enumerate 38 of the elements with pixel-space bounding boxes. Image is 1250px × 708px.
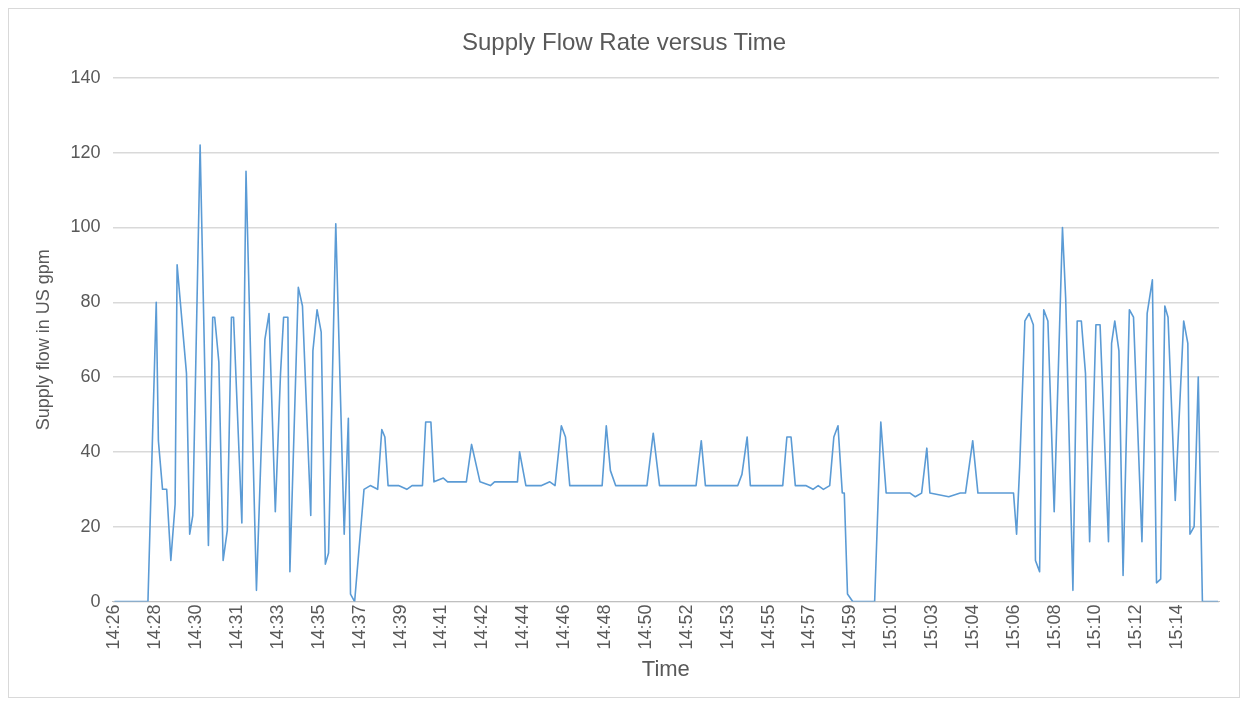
x-tick-label: 14:26	[103, 604, 124, 650]
y-tick-label: 80	[80, 291, 101, 312]
x-tick-label: 14:50	[634, 604, 655, 650]
x-tick-label: 15:04	[961, 604, 982, 650]
x-tick-label: 15:12	[1125, 604, 1146, 650]
x-tick-label: 14:28	[144, 604, 165, 650]
x-tick-label: 15:01	[880, 604, 901, 650]
x-tick-label: 14:30	[185, 604, 206, 650]
x-tick-label: 14:33	[266, 604, 287, 650]
y-tick-label: 60	[80, 366, 101, 387]
y-tick-label: 40	[80, 440, 101, 461]
y-tick-label: 140	[70, 66, 101, 87]
x-tick-label: 14:52	[675, 604, 696, 650]
x-tick-label: 14:31	[226, 604, 247, 650]
x-tick-label: 14:41	[430, 604, 451, 650]
x-tick-label: 14:59	[839, 604, 860, 650]
x-tick-label: 14:37	[348, 604, 369, 650]
x-tick-label: 15:14	[1166, 604, 1187, 650]
y-tick-label: 100	[70, 216, 101, 237]
x-tick-label: 14:35	[307, 604, 328, 650]
x-axis-title: Time	[641, 655, 690, 681]
x-tick-label: 15:08	[1043, 604, 1064, 650]
y-axis-title: Supply flow in US gpm	[32, 249, 53, 431]
x-tick-label: 15:10	[1084, 604, 1105, 650]
x-tick-label: 14:39	[389, 604, 410, 650]
x-tick-label: 14:57	[798, 604, 819, 650]
x-tick-label: 15:06	[1002, 604, 1023, 650]
x-tick-label: 14:42	[471, 604, 492, 650]
x-tick-label: 14:55	[757, 604, 778, 650]
x-tick-label: 15:03	[921, 604, 942, 650]
y-tick-label: 120	[70, 141, 101, 162]
y-tick-label: 20	[80, 515, 101, 536]
y-tick-label: 0	[90, 590, 101, 611]
x-tick-label: 14:48	[593, 604, 614, 650]
chart-title: Supply Flow Rate versus Time	[461, 28, 787, 56]
x-tick-label: 14:44	[512, 604, 533, 650]
x-tick-label: 14:53	[716, 604, 737, 650]
x-tick-label: 14:46	[553, 604, 574, 650]
